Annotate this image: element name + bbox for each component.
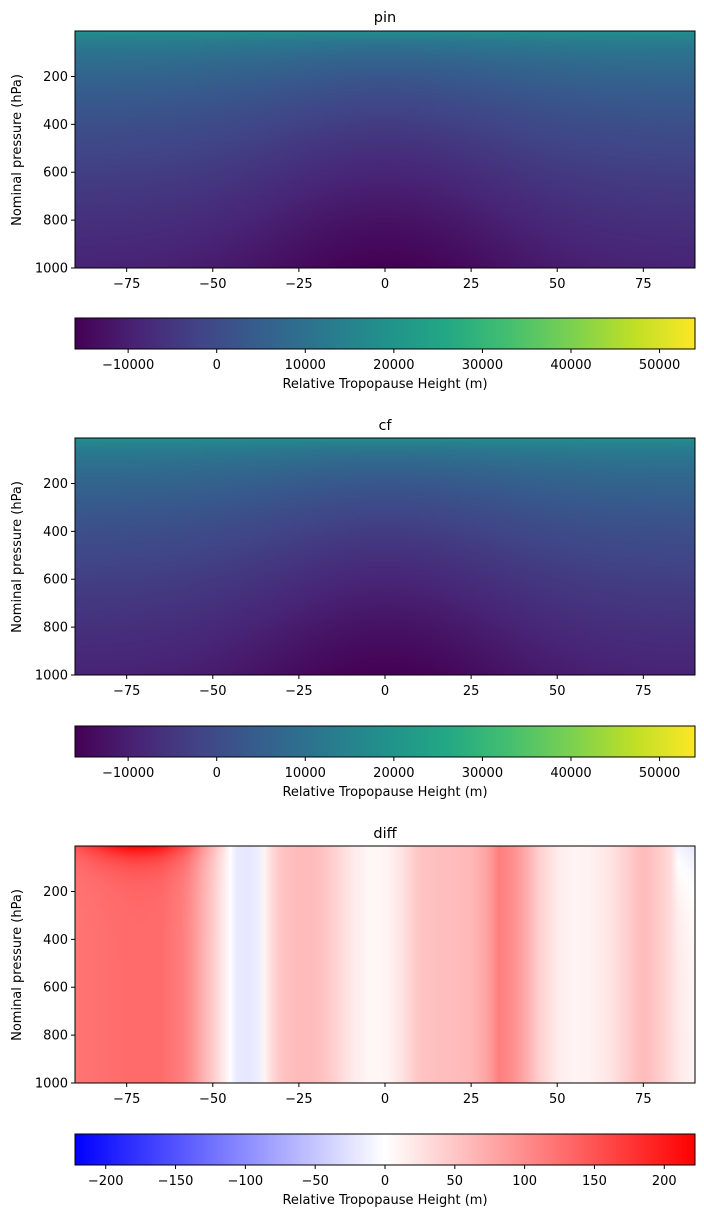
x-axis: −75 −50 −25 0 25 50 75 — [113, 268, 652, 292]
chart-title: pin — [374, 10, 396, 26]
colorbar-tick-label: 10000 — [285, 358, 326, 373]
colorbar-tick-label: 0 — [213, 358, 221, 373]
colorbar-tick-label: −100 — [228, 1174, 264, 1189]
x-tick-label: 50 — [549, 277, 566, 292]
x-tick-label: 0 — [381, 684, 389, 699]
colorbar — [74, 1133, 696, 1166]
colorbar-tick-label: −150 — [158, 1174, 194, 1189]
x-tick-label: −50 — [199, 1092, 226, 1107]
colorbar-tick-label: 150 — [582, 1174, 607, 1189]
y-tick-label: 1000 — [35, 1077, 68, 1092]
y-tick-label: 800 — [43, 621, 68, 636]
colorbar-tick-label: 0 — [381, 1174, 389, 1189]
x-tick-label: 75 — [635, 277, 652, 292]
colorbar-tick-label: 50 — [447, 1174, 464, 1189]
y-tick-label: 600 — [43, 573, 68, 588]
x-tick-label: 75 — [635, 1092, 652, 1107]
colorbar-tick-label: 50000 — [639, 358, 680, 373]
colorbar-tick-label: 10000 — [285, 766, 326, 781]
x-tick-label: −75 — [113, 684, 140, 699]
colorbar-ticks: −200 −150 −100 −50 0 50 100 150 200 — [88, 1165, 677, 1189]
colorbar-label: Relative Tropopause Height (m) — [282, 785, 487, 800]
colorbar-tick-label: −200 — [88, 1174, 124, 1189]
heatmap-image — [75, 846, 695, 1083]
colorbar-tick-label: 40000 — [550, 766, 591, 781]
y-tick-label: 400 — [43, 933, 68, 948]
x-tick-label: 25 — [463, 684, 480, 699]
x-tick-label: 25 — [463, 1092, 480, 1107]
colorbar — [74, 725, 696, 758]
y-axis: 200 400 600 800 1000 — [35, 885, 75, 1092]
x-tick-label: −50 — [199, 277, 226, 292]
colorbar-label: Relative Tropopause Height (m) — [282, 377, 487, 392]
y-tick-label: 600 — [43, 166, 68, 181]
x-tick-label: −25 — [285, 684, 312, 699]
colorbar-tick-label: 40000 — [550, 358, 591, 373]
y-tick-label: 400 — [43, 525, 68, 540]
x-tick-label: 25 — [463, 277, 480, 292]
colorbar-tick-label: 0 — [213, 766, 221, 781]
x-tick-label: 0 — [381, 277, 389, 292]
x-axis: −75 −50 −25 0 25 50 75 — [113, 1083, 652, 1107]
y-tick-label: 200 — [43, 477, 68, 492]
x-tick-label: −25 — [285, 277, 312, 292]
y-tick-label: 1000 — [35, 669, 68, 684]
colorbar-tick-label: −10000 — [102, 358, 154, 373]
x-tick-label: −50 — [199, 684, 226, 699]
x-tick-label: −25 — [285, 1092, 312, 1107]
y-axis-label: Nominal pressure (hPa) — [10, 74, 25, 226]
colorbar-tick-label: 100 — [512, 1174, 537, 1189]
y-axis-label: Nominal pressure (hPa) — [10, 889, 25, 1041]
colorbar-tick-label: 30000 — [462, 358, 503, 373]
y-tick-label: 800 — [43, 214, 68, 229]
colorbar — [74, 317, 696, 350]
colorbar-tick-label: −10000 — [102, 766, 154, 781]
panel-cf: cf −75 −50 −25 0 25 50 75 200 400 600 800 1000 Nom… — [10, 418, 696, 800]
y-axis-label: Nominal pressure (hPa) — [10, 481, 25, 633]
y-axis: 200 400 600 800 1000 — [35, 70, 75, 277]
x-tick-label: −75 — [113, 1092, 140, 1107]
y-tick-label: 200 — [43, 885, 68, 900]
y-tick-label: 600 — [43, 981, 68, 996]
x-tick-label: 50 — [549, 1092, 566, 1107]
colorbar-ticks: −10000 0 10000 20000 30000 40000 50000 — [102, 349, 680, 373]
colorbar-tick-label: 20000 — [373, 766, 414, 781]
colorbar-tick-label: −50 — [301, 1174, 328, 1189]
y-tick-label: 200 — [43, 70, 68, 85]
chart-title: diff — [373, 826, 397, 842]
y-tick-label: 400 — [43, 118, 68, 133]
y-axis: 200 400 600 800 1000 — [35, 477, 75, 684]
panel-pin: pin −75 −50 −25 0 25 50 75 200 400 600 800 1000 No… — [10, 10, 696, 392]
colorbar-tick-label: 30000 — [462, 766, 503, 781]
x-tick-label: 50 — [549, 684, 566, 699]
y-tick-label: 1000 — [35, 262, 68, 277]
y-tick-label: 800 — [43, 1029, 68, 1044]
colorbar-ticks: −10000 0 10000 20000 30000 40000 50000 — [102, 757, 680, 781]
colorbar-tick-label: 20000 — [373, 358, 414, 373]
x-tick-label: 75 — [635, 684, 652, 699]
x-tick-label: −75 — [113, 277, 140, 292]
heatmap-image — [75, 31, 695, 268]
colorbar-label: Relative Tropopause Height (m) — [282, 1193, 487, 1208]
colorbar-tick-label: 50000 — [639, 766, 680, 781]
chart-title: cf — [378, 418, 392, 434]
heatmap-image — [75, 438, 695, 675]
colorbar-tick-label: 200 — [652, 1174, 677, 1189]
x-axis: −75 −50 −25 0 25 50 75 — [113, 675, 652, 699]
x-tick-label: 0 — [381, 1092, 389, 1107]
